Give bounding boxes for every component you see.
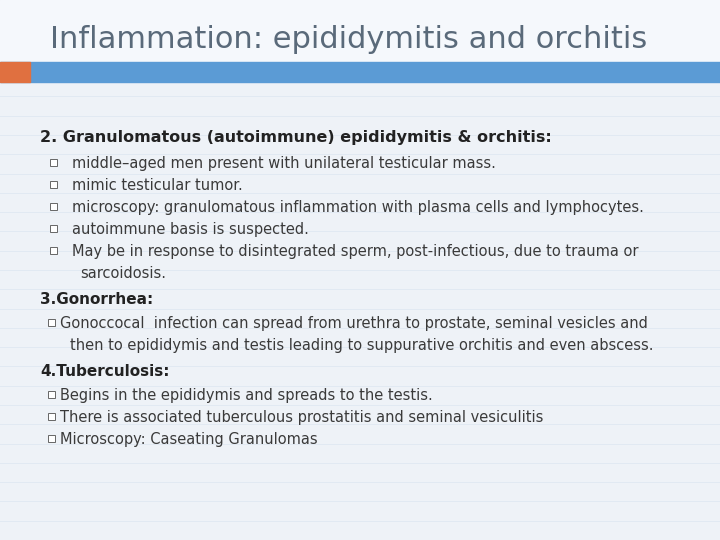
Text: May be in response to disintegrated sperm, post-infectious, due to trauma or: May be in response to disintegrated sper… (72, 244, 639, 259)
Text: 4.Tuberculosis:: 4.Tuberculosis: (40, 364, 169, 379)
Text: There is associated tuberculous prostatitis and seminal vesiculitis: There is associated tuberculous prostati… (60, 410, 544, 425)
Bar (48, 435, 55, 442)
Text: microscopy: granulomatous inflammation with plasma cells and lymphocytes.: microscopy: granulomatous inflammation w… (72, 200, 644, 215)
Text: then to epididymis and testis leading to suppurative orchitis and even abscess.: then to epididymis and testis leading to… (70, 338, 654, 353)
Text: Microscopy: Caseating Granulomas: Microscopy: Caseating Granulomas (60, 432, 318, 447)
Bar (50, 203, 57, 210)
Bar (50, 181, 57, 188)
Bar (0, 0, 720, 80)
Text: mimic testicular tumor.: mimic testicular tumor. (72, 178, 243, 193)
Bar (48, 391, 55, 398)
Text: Begins in the epididymis and spreads to the testis.: Begins in the epididymis and spreads to … (60, 388, 433, 403)
Bar (50, 159, 57, 166)
Bar (48, 319, 55, 326)
Text: Gonoccocal  infection can spread from urethra to prostate, seminal vesicles and: Gonoccocal infection can spread from ure… (60, 316, 648, 331)
Text: autoimmune basis is suspected.: autoimmune basis is suspected. (72, 222, 309, 237)
Bar (50, 247, 57, 254)
Bar (50, 225, 57, 232)
Bar (0, 62, 30, 82)
Text: middle–aged men present with unilateral testicular mass.: middle–aged men present with unilateral … (72, 156, 496, 171)
Text: 3.Gonorrhea:: 3.Gonorrhea: (40, 292, 153, 307)
Text: 2. Granulomatous (autoimmune) epididymitis & orchitis:: 2. Granulomatous (autoimmune) epididymit… (40, 130, 552, 145)
Bar (48, 413, 55, 420)
Bar (0, 62, 720, 82)
Text: sarcoidosis.: sarcoidosis. (80, 266, 166, 281)
Text: Inflammation: epididymitis and orchitis: Inflammation: epididymitis and orchitis (50, 25, 647, 55)
